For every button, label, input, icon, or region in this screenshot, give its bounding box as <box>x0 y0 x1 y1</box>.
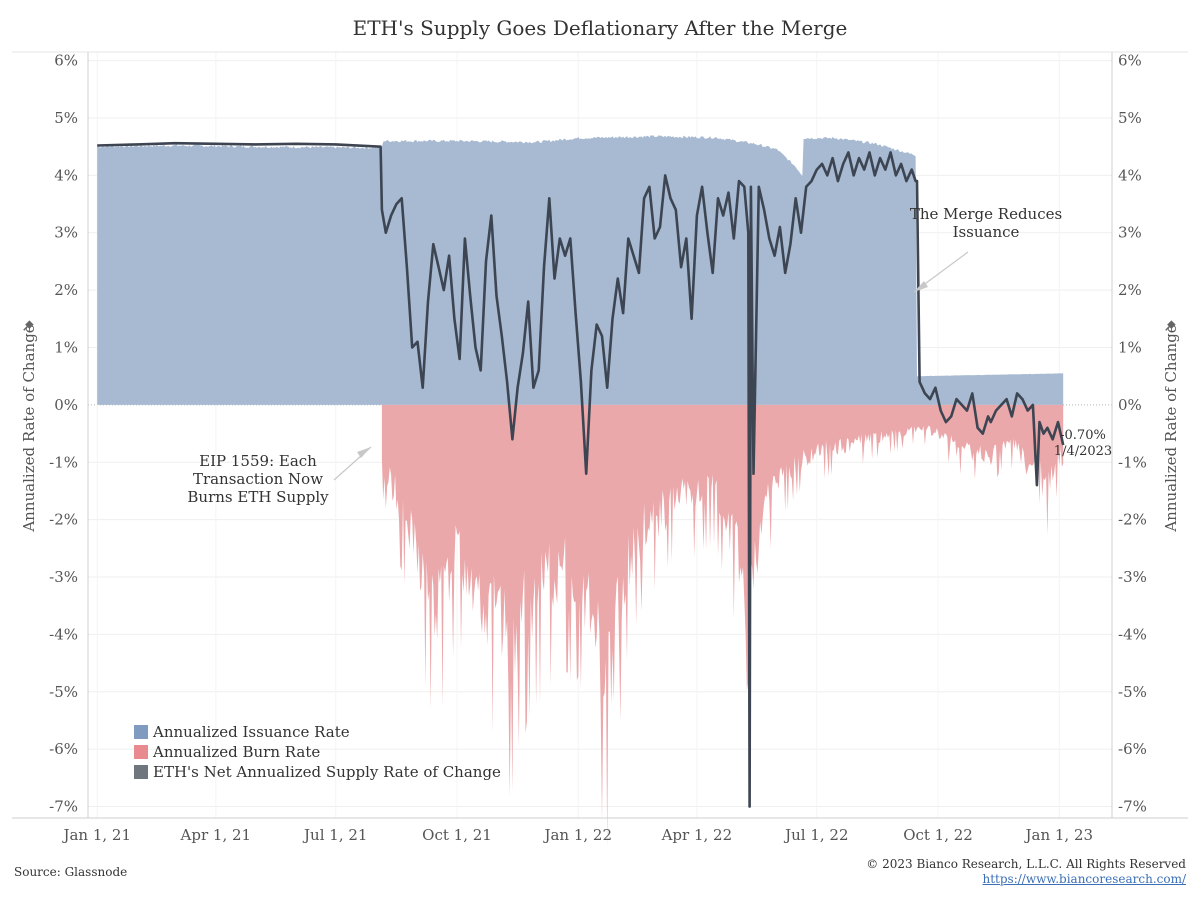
x-tick-label: Jan 1, 22 <box>542 826 612 844</box>
eip-annotation-line1: EIP 1559: Each <box>199 452 317 470</box>
y-tick-label-right: 6% <box>1118 52 1142 70</box>
y-tick-label-right: 1% <box>1118 338 1142 356</box>
y-tick-label-left: -2% <box>49 511 78 529</box>
bianco-link[interactable]: https://www.biancoresearch.com/ <box>982 872 1186 886</box>
y-tick-label-right: 2% <box>1118 281 1142 299</box>
y-tick-label-right: 3% <box>1118 224 1142 242</box>
legend-swatch-net <box>134 765 148 779</box>
y-axis-title-right: Annualized Rate of Change <box>1162 324 1180 532</box>
copyright-text: © 2023 Bianco Research, L.L.C. All Right… <box>866 857 1186 871</box>
y-tick-label-right: -2% <box>1118 511 1147 529</box>
y-tick-label-left: 0% <box>54 396 78 414</box>
net-supply-line <box>97 141 1065 808</box>
net-line-series <box>97 141 1065 808</box>
x-tick-label: Apr 1, 22 <box>661 826 733 844</box>
end-date-label: 1/4/2023 <box>1054 444 1112 459</box>
y-tick-label-right: -6% <box>1118 740 1147 758</box>
pin-icon-left[interactable] <box>22 320 34 332</box>
y-tick-label-right: 0% <box>1118 396 1142 414</box>
x-tick-label: Oct 1, 22 <box>903 826 973 844</box>
y-tick-label-left: -1% <box>49 453 78 471</box>
legend-label-issuance: Annualized Issuance Rate <box>152 723 350 741</box>
y-tick-label-left: 5% <box>54 109 78 127</box>
merge-annotation-arrowhead <box>914 281 928 292</box>
y-tick-label-right: 5% <box>1118 109 1142 127</box>
x-tick-label: Jul 1, 22 <box>783 826 848 844</box>
legend-label-net: ETH's Net Annualized Supply Rate of Chan… <box>153 763 501 781</box>
y-tick-label-right: -7% <box>1118 798 1147 816</box>
y-tick-label-right: 4% <box>1118 166 1142 184</box>
x-tick-label: Jul 1, 21 <box>302 826 367 844</box>
burn-area <box>381 404 1064 849</box>
y-tick-label-left: 4% <box>54 166 78 184</box>
legend: Annualized Issuance Rate Annualized Burn… <box>134 723 501 781</box>
copyright-block: © 2023 Bianco Research, L.L.C. All Right… <box>866 857 1186 887</box>
x-tick-label: Jan 1, 23 <box>1024 826 1094 844</box>
eip-annotation-arrowhead <box>357 447 371 458</box>
legend-label-burn: Annualized Burn Rate <box>152 743 320 761</box>
chart-title: ETH's Supply Goes Deflationary After the… <box>352 16 848 40</box>
y-tick-label-left: -3% <box>49 568 78 586</box>
y-tick-label-right: -4% <box>1118 625 1147 643</box>
y-tick-label-left: 3% <box>54 224 78 242</box>
legend-swatch-burn <box>134 745 148 759</box>
y-tick-label-right: -3% <box>1118 568 1147 586</box>
y-tick-label-right: -5% <box>1118 683 1147 701</box>
y-tick-label-left: -7% <box>49 798 78 816</box>
merge-annotation-line2: Issuance <box>953 223 1020 241</box>
y-tick-label-right: -1% <box>1118 453 1147 471</box>
y-tick-label-left: -4% <box>49 625 78 643</box>
y-tick-label-left: -5% <box>49 683 78 701</box>
x-tick-label: Apr 1, 21 <box>180 826 252 844</box>
y-axis-title-left: Annualized Rate of Change <box>20 324 38 532</box>
tick-labels: 6% 6% 5% 5% 4% 4% 3% 3% 2% 2% 1% 1% 0% 0% -1% -1% -2% -2%… <box>49 52 1147 844</box>
x-tick-label: Jan 1, 21 <box>61 826 131 844</box>
y-tick-label-left: 2% <box>54 281 78 299</box>
y-tick-label-left: 6% <box>54 52 78 70</box>
area-series <box>97 135 1064 849</box>
y-tick-label-left: -6% <box>49 740 78 758</box>
axes <box>12 51 1188 819</box>
legend-swatch-issuance <box>134 725 148 739</box>
y-tick-label-left: 1% <box>54 338 78 356</box>
end-value-label: -0.70% <box>1060 428 1106 443</box>
source-note: Source: Glassnode <box>14 865 128 879</box>
issuance-area <box>97 135 1064 405</box>
merge-annotation-line1: The Merge Reduces <box>910 205 1062 223</box>
eip-annotation-line2: Transaction Now <box>193 470 323 488</box>
x-tick-label: Oct 1, 21 <box>422 826 492 844</box>
eip-annotation-line3: Burns ETH Supply <box>187 488 329 506</box>
